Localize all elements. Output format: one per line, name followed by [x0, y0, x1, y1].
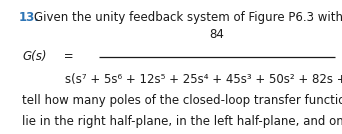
Text: s(s⁷ + 5s⁶ + 12s⁵ + 25s⁴ + 45s³ + 50s² + 82s + 60): s(s⁷ + 5s⁶ + 12s⁵ + 25s⁴ + 45s³ + 50s² +… — [65, 73, 342, 86]
Text: Given the unity feedback system of Figure P6.3 with: Given the unity feedback system of Figur… — [34, 11, 342, 24]
Text: 84: 84 — [210, 28, 225, 41]
Text: 13.: 13. — [19, 11, 40, 24]
Text: G(s): G(s) — [22, 50, 47, 64]
Text: tell how many poles of the closed-loop transfer function: tell how many poles of the closed-loop t… — [22, 94, 342, 107]
Text: lie in the right half-plane, in the left half-plane, and on: lie in the right half-plane, in the left… — [22, 115, 342, 128]
Text: =: = — [60, 50, 74, 64]
